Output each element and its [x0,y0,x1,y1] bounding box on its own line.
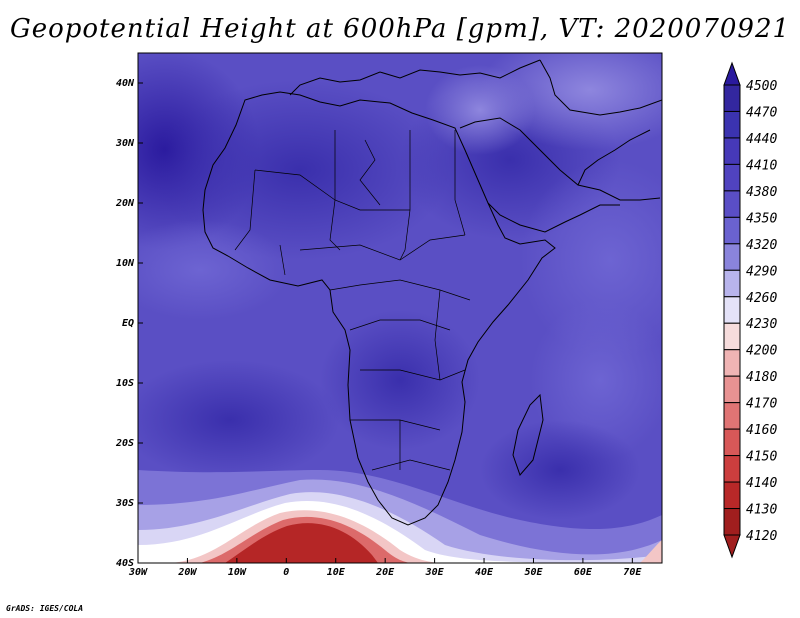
credit-text: GrADS: IGES/COLA [6,604,84,613]
colorbar-label: 4470 [746,105,777,120]
colorbar-swatch [723,269,741,298]
colorbar-swatch [723,110,741,139]
colorbar-swatch [723,481,741,510]
lat-label: 20S [115,438,134,449]
colorbar-label: 4170 [746,397,777,412]
colorbar-swatch [723,375,741,404]
lon-label: 20W [177,567,197,578]
colorbar-label: 4350 [746,211,777,226]
lon-label: 70E [623,567,642,578]
colorbar-swatch [723,508,741,536]
colorbar-swatch [723,296,741,324]
lon-label: 10W [228,567,247,578]
colorbar-label: 4320 [746,238,777,253]
longitude-axis: 30W 20W 10W 0 10E 20E 30E 40E 50E 60E 70E [128,558,642,578]
colorbar-label: 4130 [746,503,777,518]
lat-label: 40N [116,78,135,89]
colorbar: 4500 4470 4440 4410 4380 4350 4320 4290 4260 4230… [723,61,777,559]
lon-label: 20E [375,567,395,578]
colorbar-label: 4160 [746,423,777,438]
colorbar-label: 4180 [746,370,777,385]
colorbar-top-arrow [723,61,741,86]
colorbar-swatch [723,163,741,192]
latitude-axis: 40N 30N 20N 10N EQ 10S 20S 30S 40S [115,78,143,569]
colorbar-swatch [723,84,741,112]
colorbar-label: 4440 [746,132,777,147]
colorbar-label: 4380 [746,185,777,200]
lon-label: 30W [128,567,148,578]
colorbar-label: 4260 [746,291,777,306]
lon-label: 0 [283,567,289,578]
lon-label: 40E [475,567,494,578]
coastlines [202,59,662,526]
colorbar-label: 4500 [746,79,777,94]
colorbar-label: 4140 [746,476,777,491]
colorbar-swatch [723,322,741,351]
colorbar-swatch [723,349,741,377]
lon-label: 30E [425,567,445,578]
colorbar-label: 4120 [746,529,777,544]
colorbar-swatch [723,137,741,165]
lat-label: EQ [122,318,134,329]
colorbar-swatch [723,216,741,245]
colorbar-bottom-arrow [723,534,741,559]
colorbar-swatch [723,428,741,457]
chart-title: Geopotential Height at 600hPa [gpm], VT:… [9,14,791,44]
colorbar-swatch [723,402,741,430]
colorbar-label: 4230 [746,317,777,332]
lat-label: 10S [116,378,134,389]
colorbar-swatch [723,243,741,271]
height-field [138,53,662,563]
colorbar-swatch [723,190,741,218]
lon-label: 50E [524,567,543,578]
lon-label: 60E [574,567,593,578]
lat-label: 30N [115,138,135,149]
lat-label: 30S [115,498,134,509]
lat-label: 20N [115,198,135,209]
colorbar-label: 4150 [746,450,777,465]
country-borders [234,130,471,471]
lon-label: 10E [327,567,346,578]
colorbar-label: 4410 [746,158,777,173]
lat-label: 10N [116,258,135,269]
colorbar-label: 4290 [746,264,777,279]
colorbar-swatch [723,455,741,483]
lat-label: 40S [116,558,134,569]
colorbar-label: 4200 [746,344,777,359]
plot-frame [137,52,663,564]
